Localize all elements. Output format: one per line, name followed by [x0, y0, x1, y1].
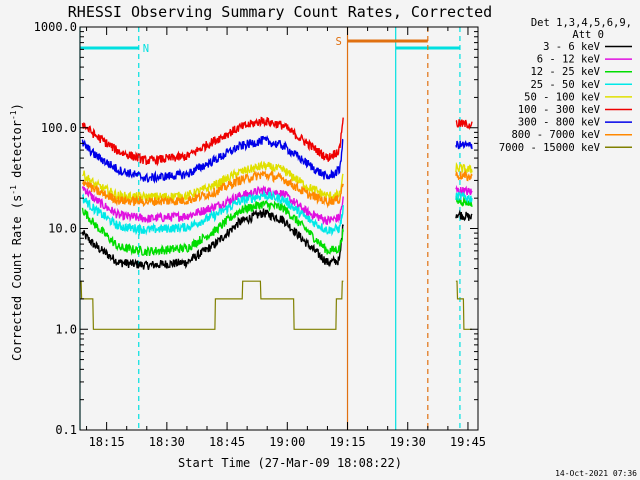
legend-entry-label: 6 - 12 keV: [537, 54, 601, 66]
series-line-7-after-gap: [455, 169, 473, 182]
y-label-part-1: Corrected Count Rate (s: [10, 195, 24, 361]
x-tick-label: 18:15: [89, 435, 125, 449]
y-tick-label: 100.0: [41, 121, 77, 135]
chart-title: RHESSI Observing Summary Count Rates, Co…: [68, 3, 492, 21]
series-line-4: [81, 160, 344, 204]
x-tick-label: 19:45: [450, 435, 486, 449]
y-tick-label: 10.0: [48, 222, 77, 236]
legend-entry-label: 800 - 7000 keV: [511, 129, 600, 141]
series-line-0: [81, 208, 344, 270]
series-line-6-after-gap: [455, 140, 473, 150]
x-tick-label: 18:30: [149, 435, 185, 449]
series-line-6: [81, 134, 344, 184]
x-axis-label: Start Time (27-Mar-09 18:08:22): [178, 456, 402, 470]
legend-entry-label: 25 - 50 keV: [530, 79, 600, 91]
legend-entry-label: 300 - 800 keV: [518, 117, 601, 129]
series-line-3-after-gap: [455, 191, 473, 204]
x-tick-label: 19:30: [390, 435, 426, 449]
series-line-8-after-gap: [455, 280, 472, 330]
y-axis-label: Corrected Count Rate (s-1 detector-1): [9, 103, 24, 361]
y-axis-ticks: 0.1 1.0 10.0 100.0 1000.0: [34, 20, 478, 437]
legend-entry-label: 3 - 6 keV: [543, 41, 601, 53]
y-label-part-3: ): [10, 103, 24, 110]
x-tick-label: 18:45: [209, 435, 245, 449]
marker-label-S: S: [335, 36, 341, 48]
legend-header-line2: Att 0: [572, 29, 604, 41]
series-line-4-after-gap: [455, 161, 473, 174]
series-group: [80, 116, 473, 330]
marker-label-N: N: [143, 43, 149, 55]
series-line-5-after-gap: [455, 119, 473, 131]
y-label-exp-2: -1: [9, 110, 18, 120]
y-tick-label: 1.0: [55, 322, 77, 336]
y-label-part-2: detector: [10, 120, 24, 185]
series-line-2: [81, 199, 344, 256]
y-label-exp-1: -1: [9, 185, 18, 195]
series-line-3: [81, 189, 344, 237]
series-line-1: [81, 184, 344, 226]
x-axis-ticks: 18:15 18:30 18:45 19:00 19:15 19:30 19:45: [86, 27, 486, 449]
y-tick-label: 1000.0: [34, 20, 77, 34]
x-tick-label: 19:15: [329, 435, 365, 449]
generation-timestamp: 14-Oct-2021 07:36: [555, 469, 637, 478]
y-tick-label: 0.1: [55, 423, 77, 437]
legend-header-line1: Det 1,3,4,5,6,9,: [531, 17, 632, 29]
series-line-8: [80, 280, 344, 330]
legend-entry-label: 50 - 100 keV: [524, 91, 601, 103]
series-line-0-after-gap: [455, 209, 473, 222]
legend-entry-label: 12 - 25 keV: [530, 66, 600, 78]
series-line-5: [81, 116, 344, 167]
legend-entry-label: 7000 - 15000 keV: [499, 142, 601, 154]
legend-entry-label: 100 - 300 keV: [518, 104, 601, 116]
x-tick-label: 19:00: [269, 435, 305, 449]
series-line-7: [81, 169, 344, 209]
